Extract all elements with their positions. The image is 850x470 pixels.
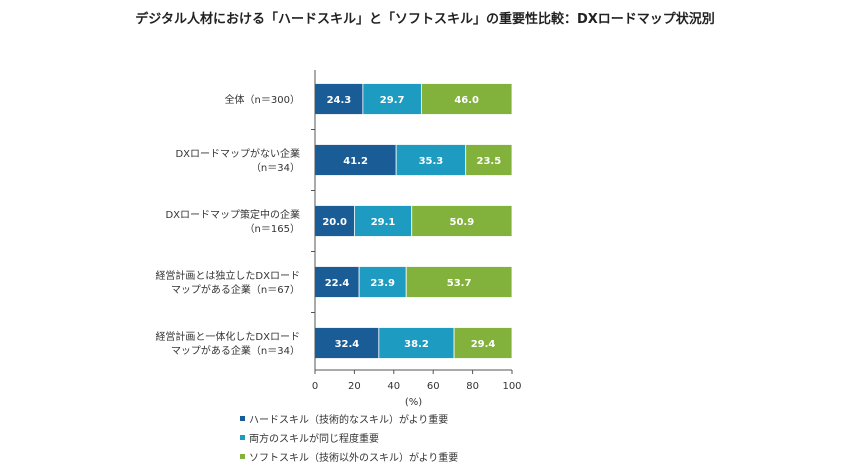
data-label-both-skills-3: 29.1 (371, 217, 396, 228)
legend-item-soft-skill: ソフトスキル（技術以外のスキル）がより重要 (240, 447, 458, 466)
data-label-both-skills-2: 35.3 (419, 156, 444, 167)
data-label-hard-skill-1: 24.3 (327, 95, 352, 106)
data-label-soft-skill-3: 50.9 (450, 217, 475, 228)
data-label-hard-skill-5: 32.4 (335, 339, 360, 350)
x-axis: 0 20 40 60 80 100 (%) (311, 70, 522, 408)
bar-soft-skill-5 (453, 327, 513, 359)
bar-soft-skill-3 (411, 205, 513, 237)
bar-both-skills-3 (353, 205, 413, 237)
bar-both-skills-4 (358, 266, 407, 298)
x-tick-label: 100 (502, 381, 521, 392)
legend-label-soft-skill: ソフトスキル（技術以外のスキル）がより重要 (249, 453, 459, 464)
bar-hard-skill-3 (314, 205, 355, 237)
data-label-soft-skill-1: 46.0 (454, 95, 479, 106)
bars: 24.3 29.7 46.0 41.2 35.3 23.5 20.0 29.1 50.9 22.4… (314, 83, 513, 359)
legend-swatch-both-skills (240, 435, 245, 440)
data-label-soft-skill-2: 23.5 (477, 156, 502, 167)
legend-item-hard-skill: ハードスキル（技術的なスキル）がより重要 (240, 409, 458, 428)
data-label-hard-skill-4: 22.4 (325, 278, 350, 289)
data-label-soft-skill-4: 53.7 (447, 278, 472, 289)
chart-title: デジタル人材における「ハードスキル」と「ソフトスキル」の重要性比較：DXロードマ… (135, 12, 715, 27)
x-tick-label: 80 (466, 381, 479, 392)
data-label-both-skills-4: 23.9 (370, 278, 395, 289)
category-label-1: 全体（n＝300） (225, 93, 300, 106)
legend-swatch-hard-skill (240, 416, 245, 421)
x-tick-label: 60 (427, 381, 440, 392)
legend: ハードスキル（技術的なスキル）がより重要 両方のスキルが同じ程度重要 ソフトスキ… (240, 409, 458, 466)
legend-swatch-soft-skill (240, 454, 245, 459)
x-tick-label: 20 (348, 381, 361, 392)
category-label-2: DXロードマップがない企業（n＝34） (175, 147, 300, 174)
bar-hard-skill-4 (314, 266, 360, 298)
legend-label-hard-skill: ハードスキル（技術的なスキル）がより重要 (249, 415, 449, 426)
bar-soft-skill-1 (420, 83, 513, 115)
category-label-3: DXロードマップ策定中の企業（n＝165） (165, 208, 300, 235)
bar-hard-skill-5 (314, 327, 380, 359)
bar-soft-skill-4 (405, 266, 513, 298)
bar-soft-skill-2 (465, 144, 513, 176)
x-axis-label: (%) (405, 397, 422, 408)
legend-item-both-skills: 両方のスキルが同じ程度重要 (240, 428, 458, 447)
category-label-4: 経営計画とは独立したDXロードマップがある企業（n＝67） (155, 269, 300, 296)
data-label-both-skills-5: 38.2 (404, 339, 429, 350)
x-tick-label: 0 (312, 381, 318, 392)
legend-label-both-skills: 両方のスキルが同じ程度重要 (249, 434, 379, 445)
bar-both-skills-2 (395, 144, 467, 176)
category-label-5: 経営計画と一体化したDXロードマップがある企業（n＝34） (155, 330, 300, 357)
data-label-hard-skill-3: 20.0 (322, 217, 347, 228)
data-label-both-skills-1: 29.7 (380, 95, 405, 106)
bar-both-skills-5 (378, 327, 455, 359)
x-tick-label: 40 (387, 381, 400, 392)
category-labels: 全体（n＝300） DXロードマップがない企業（n＝34） DXロードマップ策定中の… (155, 93, 300, 357)
bar-both-skills-1 (362, 83, 422, 115)
data-label-soft-skill-5: 29.4 (471, 339, 496, 350)
data-label-hard-skill-2: 41.2 (343, 156, 368, 167)
